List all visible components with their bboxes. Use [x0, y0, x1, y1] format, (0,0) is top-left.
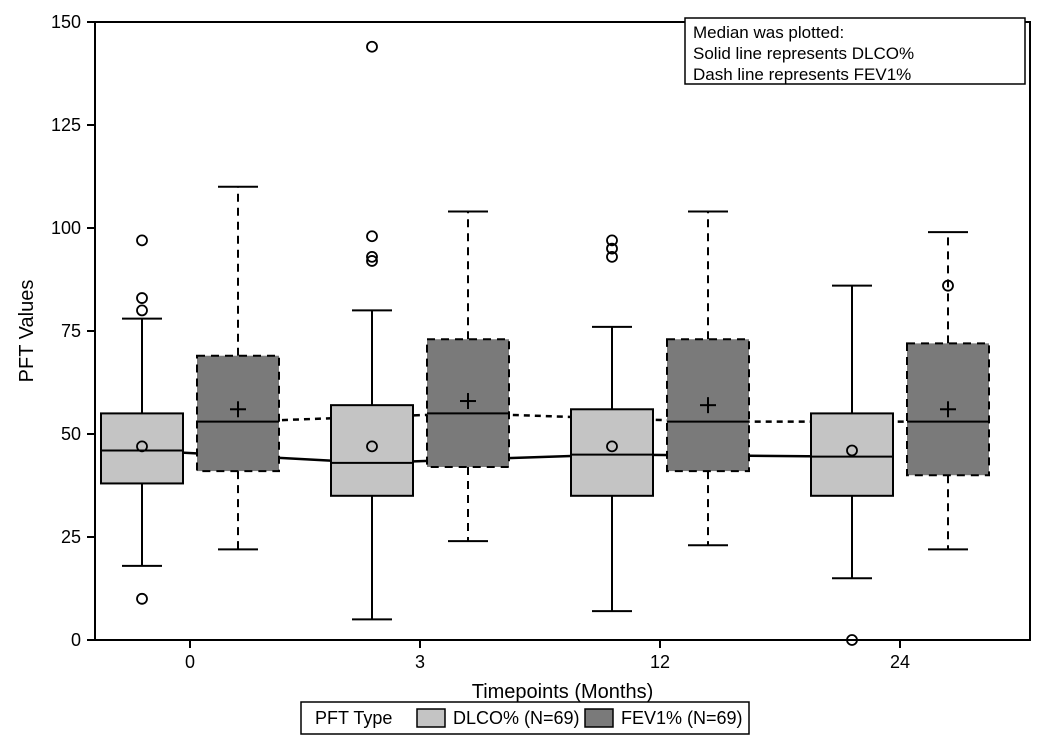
y-tick-label: 75 [61, 321, 81, 341]
y-tick-label: 25 [61, 527, 81, 547]
boxplot-chart: 0 25 50 75 100 125 150 0 3 12 24 Timepoints (Months… [0, 0, 1050, 742]
legend-title: PFT Type [315, 708, 392, 728]
legend-label: FEV1% (N=69) [621, 708, 743, 728]
y-axis-label: PFT Values [16, 280, 38, 383]
y-tick-label: 0 [71, 630, 81, 650]
x-tick-label: 24 [890, 652, 910, 672]
plot-background [0, 0, 1050, 742]
legend-swatch [417, 709, 445, 727]
annotation-line: Dash line represents FEV1% [693, 65, 911, 84]
box-rect [101, 413, 183, 483]
legend-label: DLCO% (N=69) [453, 708, 580, 728]
x-tick-label: 0 [185, 652, 195, 672]
legend-swatch [585, 709, 613, 727]
x-axis-label: Timepoints (Months) [472, 681, 654, 703]
annotation-line: Solid line represents DLCO% [693, 44, 914, 63]
legend: PFT Type DLCO% (N=69) FEV1% (N=69) [301, 702, 749, 734]
x-tick-label: 12 [650, 652, 670, 672]
y-tick-label: 125 [51, 115, 81, 135]
x-tick-label: 3 [415, 652, 425, 672]
y-tick-label: 150 [51, 12, 81, 32]
annotation-line: Median was plotted: [693, 23, 844, 42]
chart-container: 0 25 50 75 100 125 150 0 3 12 24 Timepoints (Months… [0, 0, 1050, 742]
box-rect [571, 409, 653, 496]
y-tick-label: 100 [51, 218, 81, 238]
y-tick-label: 50 [61, 424, 81, 444]
